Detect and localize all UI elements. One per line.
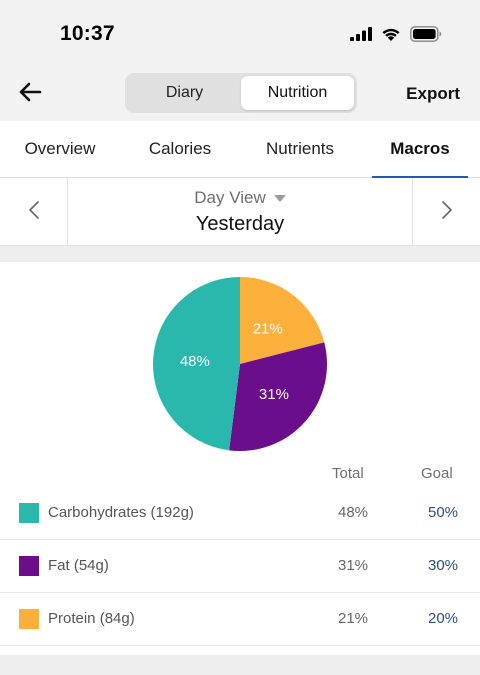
- status-icons: [350, 26, 442, 47]
- pie-slice-carbohydrates: [152, 277, 240, 451]
- battery-icon: [410, 26, 442, 47]
- macro-label: Fat (54g): [48, 557, 109, 574]
- macro-goal: 30%: [428, 557, 459, 574]
- tab-macros[interactable]: Macros: [360, 121, 480, 178]
- status-bar: 10:37: [0, 0, 480, 70]
- macro-label: Protein (84g): [48, 610, 135, 627]
- view-segmented-control: Diary Nutrition: [125, 73, 357, 113]
- tab-nutrients[interactable]: Nutrients: [265, 139, 335, 158]
- signal-icon: [350, 27, 372, 46]
- day-center: Day View Yesterday: [68, 178, 412, 246]
- previous-day-button[interactable]: [0, 178, 68, 246]
- chevron-left-icon: [28, 200, 40, 224]
- pie-slice-protein: [240, 277, 325, 364]
- macro-row-protein: Protein (84g) 21% 20%: [0, 593, 480, 646]
- caret-down-icon: [273, 188, 286, 208]
- tab-overview[interactable]: Overview: [24, 139, 96, 158]
- macro-row-carbohydrates: Carbohydrates (192g) 48% 50%: [0, 487, 480, 540]
- table-header: Total Goal: [0, 463, 480, 487]
- wifi-icon: [381, 27, 401, 47]
- macros-pie-chart: 21% 31% 48%: [152, 277, 327, 451]
- nutrition-tabs: Overview Calories Nutrients Macros: [0, 121, 480, 178]
- day-title: Yesterday: [195, 213, 285, 235]
- arrow-left-icon: [18, 82, 42, 107]
- macro-label: Carbohydrates (192g): [48, 504, 194, 521]
- macro-total: 31%: [338, 557, 369, 574]
- section-divider: [0, 246, 480, 262]
- pie-label-carbohydrates: 48%: [180, 353, 210, 370]
- tab-calories[interactable]: Calories: [148, 139, 212, 158]
- legend-swatch: [19, 609, 39, 629]
- macro-total: 21%: [338, 610, 369, 627]
- total-header: Total: [332, 465, 364, 482]
- macro-total: 48%: [338, 504, 369, 521]
- bottom-divider: [0, 655, 480, 675]
- macros-table: Carbohydrates (192g) 48% 50% Fat (54g) 3…: [0, 487, 480, 646]
- export-button[interactable]: Export: [406, 84, 460, 103]
- status-time: 10:37: [60, 22, 115, 45]
- nav-bar: Diary Nutrition Export: [0, 68, 480, 120]
- day-selector: Day View Yesterday: [0, 178, 480, 246]
- goal-header: Goal: [421, 465, 453, 482]
- segment-nutrition[interactable]: Nutrition: [241, 76, 354, 110]
- macros-chart: 21% 31% 48%: [0, 262, 480, 462]
- legend-swatch: [19, 556, 39, 576]
- macro-row-fat: Fat (54g) 31% 30%: [0, 540, 480, 593]
- top-area: 10:37: [0, 0, 480, 121]
- macro-goal: 50%: [428, 504, 459, 521]
- segment-diary[interactable]: Diary: [165, 84, 204, 101]
- pie-slice-fat: [229, 342, 327, 451]
- macro-goal: 20%: [428, 610, 459, 627]
- pie-label-protein: 21%: [253, 320, 283, 337]
- day-view-dropdown[interactable]: Day View: [194, 188, 286, 208]
- day-view-label: Day View: [194, 188, 266, 207]
- legend-swatch: [19, 503, 39, 523]
- back-button[interactable]: [14, 78, 46, 110]
- chevron-right-icon: [441, 200, 453, 224]
- next-day-button[interactable]: [412, 178, 480, 246]
- pie-label-fat: 31%: [259, 386, 289, 403]
